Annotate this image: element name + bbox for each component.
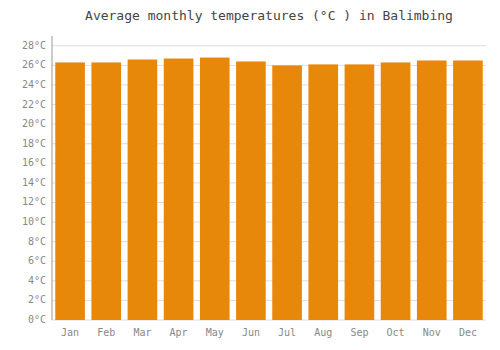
y-grid xyxy=(52,46,486,320)
chart-svg: Average monthly temperatures (°C ) in Ba… xyxy=(0,0,500,350)
bar xyxy=(381,62,411,320)
y-tick-label: 4°C xyxy=(28,275,46,286)
x-tick-label: Jul xyxy=(278,327,296,338)
x-tick-label: Dec xyxy=(459,327,477,338)
y-tick-label: 8°C xyxy=(28,236,46,247)
y-tick-label: 18°C xyxy=(22,138,46,149)
x-tick-label: Jan xyxy=(61,327,79,338)
grid-line xyxy=(52,45,486,46)
y-tick-label: 0°C xyxy=(28,314,46,325)
y-tick-label: 6°C xyxy=(28,255,46,266)
bar xyxy=(272,65,302,320)
x-tick-label: Mar xyxy=(133,327,151,338)
chart-container: Average monthly temperatures (°C ) in Ba… xyxy=(0,0,500,350)
bar xyxy=(91,62,121,320)
x-tick-label: Nov xyxy=(423,327,441,338)
y-tick-labels: 0°C 2°C 4°C 6°C 8°C 10°C 12°C 14°C 16°C 18°C 20°C 2… xyxy=(22,40,46,325)
x-tick-label: Jun xyxy=(242,327,260,338)
bar xyxy=(128,60,158,320)
x-tick-labels: Jan Feb Mar Apr May Jun Jul Aug Sep Oct Nov Dec xyxy=(61,327,477,338)
y-tick-label: 14°C xyxy=(22,177,46,188)
bars xyxy=(55,58,482,320)
chart-title: Average monthly temperatures (°C ) in Ba… xyxy=(85,8,453,23)
x-tick-label: Sep xyxy=(350,327,368,338)
x-tick-label: Feb xyxy=(97,327,115,338)
y-tick-label: 12°C xyxy=(22,196,46,207)
y-tick-label: 10°C xyxy=(22,216,46,227)
y-tick-label: 20°C xyxy=(22,118,46,129)
y-tick-label: 26°C xyxy=(22,59,46,70)
x-tick-label: Oct xyxy=(387,327,405,338)
x-tick-label: Aug xyxy=(314,327,332,338)
bar xyxy=(308,64,338,320)
bar xyxy=(200,58,230,320)
x-tick-label: Apr xyxy=(170,327,188,338)
y-tick-label: 28°C xyxy=(22,40,46,51)
y-tick-label: 2°C xyxy=(28,294,46,305)
bar xyxy=(236,61,266,320)
bar xyxy=(345,64,375,320)
x-tick-label: May xyxy=(206,327,224,338)
y-axis-line xyxy=(52,36,53,320)
bar xyxy=(453,60,483,320)
bar xyxy=(417,60,447,320)
page: {"chart_data": {"type": "bar", "title": … xyxy=(0,0,500,350)
y-tick-label: 24°C xyxy=(22,79,46,90)
y-tick-label: 16°C xyxy=(22,157,46,168)
bar xyxy=(164,59,194,320)
y-tick-label: 22°C xyxy=(22,99,46,110)
bar xyxy=(55,62,85,320)
